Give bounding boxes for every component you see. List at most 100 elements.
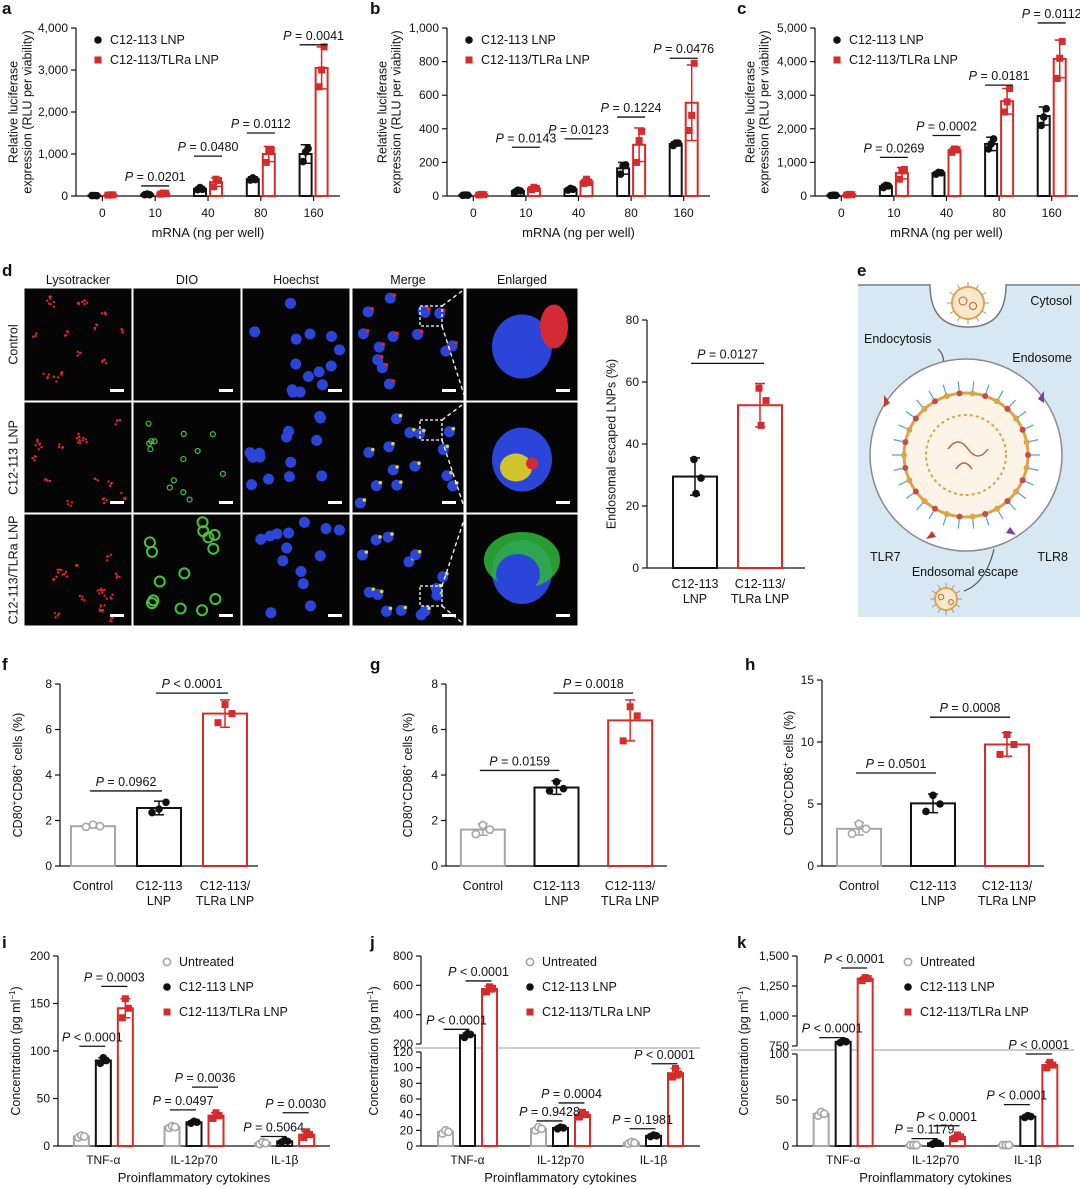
bar — [136, 806, 182, 867]
p-value-label: P < 0.0001 — [448, 965, 509, 979]
lipid-head — [982, 510, 989, 517]
x-tick-label: C12-113 — [671, 577, 718, 591]
y-axis-title-line: Relative luciferase — [375, 61, 389, 163]
peg-chain — [916, 399, 923, 408]
lipid-head — [1023, 439, 1030, 446]
lysotracker-signal — [45, 299, 49, 302]
lysotracker-signal — [40, 445, 43, 449]
tlr-receptor-icon — [1006, 527, 1016, 535]
data-point — [251, 175, 260, 184]
data-point — [1037, 121, 1045, 130]
data-point — [762, 397, 770, 405]
merged-signal — [395, 331, 399, 336]
peg-chain — [893, 467, 903, 471]
lysotracker-signal — [55, 380, 58, 383]
p-value-label: P = 0.0962 — [96, 775, 157, 789]
lipid-head — [902, 439, 909, 446]
x-tick-label: 0 — [470, 206, 477, 220]
data-point — [299, 157, 307, 166]
data-point — [848, 191, 856, 199]
y-tick-label: 5 — [807, 797, 814, 811]
lysotracker-signal — [51, 578, 55, 581]
y-axis-title-line: Endosomal escaped LNPs (%) — [604, 359, 618, 529]
panel-letter: j — [369, 933, 375, 952]
y-tick-label: 0 — [43, 1139, 50, 1153]
micrograph-tile — [23, 513, 133, 627]
merged-signal — [365, 328, 370, 333]
merged-signal — [379, 354, 384, 359]
x-tick-label: C12-113/ — [200, 879, 251, 893]
peg-chain — [975, 284, 979, 290]
zoom-box — [419, 419, 443, 441]
x-axis-title: mRNA (ng per well) — [522, 225, 635, 240]
legend-label: Untreated — [542, 955, 597, 969]
nucleus — [277, 555, 289, 567]
merged-signal — [379, 589, 384, 594]
x-tick-label: TLRa LNP — [601, 894, 659, 908]
lysotracker-signal — [42, 372, 45, 376]
merged-signal — [419, 329, 424, 334]
x-tick-label: C12-113 — [135, 879, 182, 893]
y-axis-title-line: expression (RLU per viability) — [389, 30, 403, 193]
peg-chain — [951, 608, 955, 614]
nucleus — [298, 516, 310, 528]
lipid-head — [1025, 452, 1031, 458]
lysotracker-signal — [66, 503, 70, 506]
x-tick-label: C12-113 — [533, 879, 580, 893]
lysotracker-signal — [34, 455, 37, 459]
lysotracker-signal — [66, 331, 70, 334]
x-tick-label: 160 — [304, 206, 324, 220]
mrna-core — [937, 593, 945, 601]
peg-chain — [975, 316, 979, 322]
lysotracker-signal — [118, 575, 121, 579]
data-point — [1042, 104, 1050, 113]
nucleus — [247, 451, 259, 463]
panel-letter: d — [2, 261, 12, 280]
zoom-connector — [441, 513, 467, 587]
peg-chain — [898, 480, 907, 486]
data-point — [672, 1064, 679, 1072]
legend-marker — [903, 957, 913, 967]
p-value-label: P = 0.0480 — [178, 140, 239, 154]
data-point — [1010, 740, 1018, 748]
merged-signal — [370, 447, 375, 452]
x-tick-label: IL-12p70 — [537, 1153, 585, 1167]
lysotracker-signal — [122, 497, 126, 500]
peg-chain — [937, 584, 941, 590]
p-value-label: P = 0.0030 — [265, 1097, 326, 1111]
lysotracker-signal — [111, 593, 114, 596]
y-axis-title: Relative luciferase expression (RLU per v… — [6, 30, 34, 193]
peg-chain — [972, 381, 975, 391]
nucleus — [325, 360, 337, 372]
data-point — [621, 161, 630, 169]
peg-chain — [997, 510, 1004, 520]
micrograph-tile — [351, 287, 465, 402]
y-tick-label: 40 — [400, 1108, 414, 1122]
lysotracker-signal — [105, 597, 108, 600]
y-axis-title-line: expression (RLU per viability) — [20, 30, 34, 193]
data-point — [162, 189, 170, 197]
bar — [94, 1059, 112, 1147]
bar — [947, 149, 962, 197]
data-point — [315, 83, 323, 91]
lysotracker-signal — [106, 555, 109, 558]
peg-chain — [981, 310, 987, 314]
p-value-label: P = 0.0002 — [916, 120, 977, 134]
lysotracker-signal — [74, 564, 78, 567]
data-point — [210, 183, 217, 191]
data-point — [854, 819, 864, 829]
micrograph-row-label-text: Control — [6, 324, 20, 364]
data-point — [936, 800, 944, 808]
legend-label: C12-113/TLRa LNP — [110, 53, 219, 67]
lysotracker-signal — [83, 302, 86, 306]
lysotracker-signal — [33, 459, 36, 462]
legend-label: C12-113 LNP — [481, 33, 556, 47]
bar — [737, 404, 783, 569]
lysotracker-signal — [57, 612, 61, 615]
merged-signal — [427, 307, 431, 312]
scale-bar — [328, 501, 342, 504]
y-tick-label: 0 — [45, 859, 52, 873]
peg-chain — [985, 384, 990, 394]
lysotracker-signal — [114, 572, 118, 575]
y-tick-label: 750 — [769, 1039, 789, 1053]
